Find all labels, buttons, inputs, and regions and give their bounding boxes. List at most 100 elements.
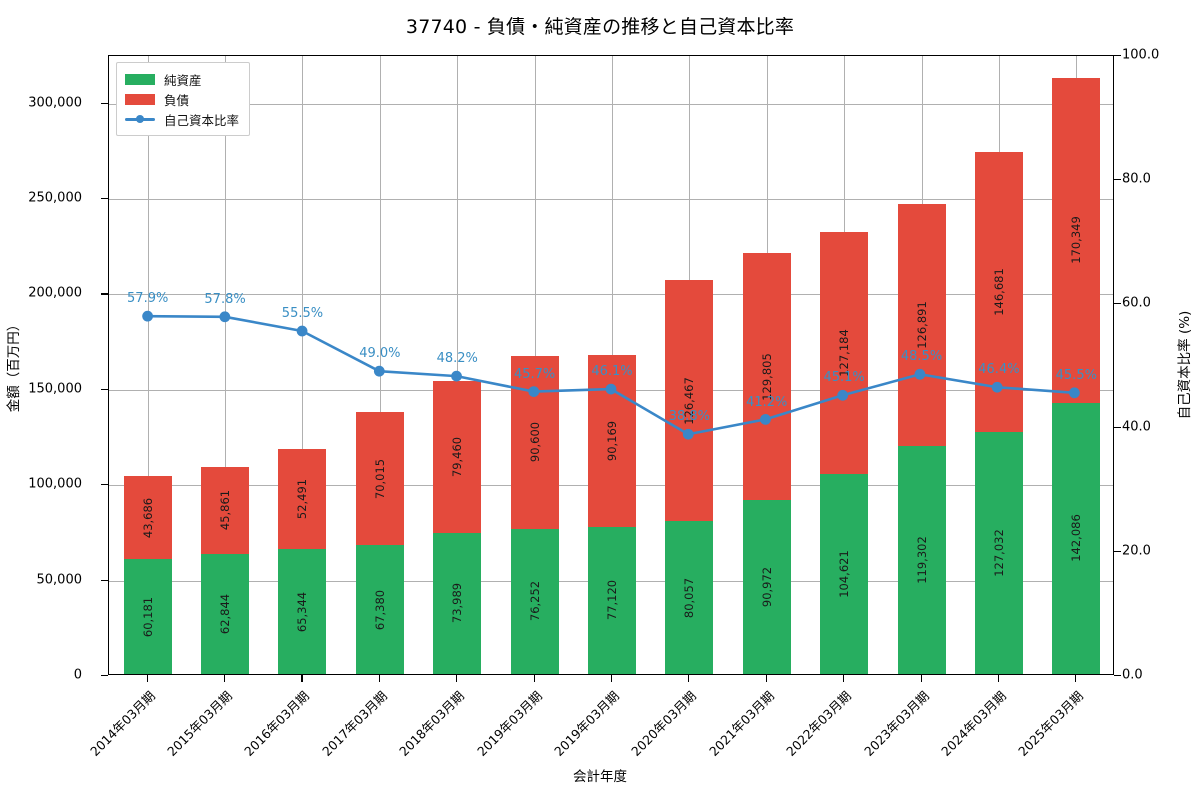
ratio-marker[interactable] bbox=[991, 381, 1003, 393]
y-axis-tick-label-right: 100.0 bbox=[1122, 47, 1160, 63]
y-axis-tickmark-left bbox=[101, 579, 108, 581]
bar-segment-liability[interactable]: 126,467 bbox=[665, 280, 714, 522]
legend-item[interactable]: 負債 bbox=[125, 89, 239, 109]
legend-color-swatch-icon bbox=[125, 73, 155, 85]
bar-segment-equity[interactable]: 104,621 bbox=[820, 474, 869, 674]
y-axis-tick-label-left: 200,000 bbox=[28, 285, 82, 301]
bar-group[interactable]: 76,252 90,600 bbox=[510, 355, 559, 674]
y-axis-tick-label-right: 80.0 bbox=[1122, 171, 1151, 187]
x-axis-tick-label: 2015年03月期 bbox=[164, 688, 236, 759]
bar-segment-equity[interactable]: 142,086 bbox=[1052, 402, 1101, 674]
bar-segment-equity[interactable]: 90,972 bbox=[742, 500, 791, 674]
ratio-marker[interactable] bbox=[528, 386, 540, 397]
bar-segment-liability[interactable]: 45,861 bbox=[201, 466, 250, 555]
bar-group[interactable]: 80,057 126,467 bbox=[665, 280, 714, 674]
x-axis-tick-label: 2016年03月期 bbox=[241, 688, 313, 759]
bar-segment-liability[interactable]: 129,805 bbox=[742, 252, 791, 501]
bar-group[interactable]: 73,989 79,460 bbox=[433, 381, 482, 674]
bar-segment-liability[interactable]: 127,184 bbox=[820, 231, 869, 475]
bar-segment-equity[interactable]: 77,120 bbox=[588, 526, 636, 674]
legend-item[interactable]: 自己資本比率 bbox=[125, 109, 239, 129]
legend-item[interactable]: 純資産 bbox=[125, 69, 239, 89]
bar-segment-equity[interactable]: 127,032 bbox=[974, 431, 1023, 674]
legend-item-label: 自己資本比率 bbox=[164, 112, 240, 128]
bar-group[interactable]: 119,302 126,891 bbox=[897, 204, 946, 674]
gridline-horizontal bbox=[109, 199, 1113, 201]
bar-segment-equity[interactable]: 60,181 bbox=[123, 559, 172, 674]
chart-title: 37740 - 負債・純資産の推移と自己資本比率 bbox=[405, 16, 795, 38]
x-axis-tickmark bbox=[1075, 675, 1077, 682]
bar-group[interactable]: 142,086 170,349 bbox=[1052, 77, 1101, 674]
x-axis-tickmark bbox=[997, 675, 1000, 682]
x-axis-tick-label: 2018年03月期 bbox=[396, 688, 468, 759]
ratio-marker[interactable] bbox=[760, 414, 771, 425]
bar-segment-liability[interactable]: 43,686 bbox=[123, 475, 172, 560]
gridline-horizontal bbox=[109, 294, 1113, 296]
x-axis-tickmark bbox=[611, 675, 613, 682]
y-axis-tickmark-left bbox=[101, 293, 108, 295]
bar-group[interactable]: 90,972 129,805 bbox=[742, 252, 791, 674]
bar-segment-equity[interactable]: 80,057 bbox=[665, 521, 714, 674]
y-axis-tick-label-left: 300,000 bbox=[28, 95, 82, 111]
legend-item-label: 純資産 bbox=[164, 72, 202, 88]
chart-legend: 純資産負債自己資本比率 bbox=[116, 62, 251, 136]
gridline-vertical bbox=[379, 56, 381, 674]
bar-segment-equity[interactable]: 65,344 bbox=[278, 549, 327, 674]
x-axis-tick-label: 2021年03月期 bbox=[705, 688, 777, 759]
bar-segment-equity[interactable]: 73,989 bbox=[433, 532, 482, 674]
bar-segment-liability[interactable]: 52,491 bbox=[278, 449, 327, 550]
ratio-polyline bbox=[146, 314, 1076, 436]
ratio-marker[interactable] bbox=[605, 383, 617, 395]
x-axis-tickmark bbox=[146, 675, 148, 682]
x-axis-tickmark bbox=[920, 675, 922, 682]
x-axis-tickmark bbox=[688, 675, 690, 682]
bar-group[interactable]: 104,621 127,184 bbox=[820, 231, 869, 674]
y-axis-tick-label-left: 100,000 bbox=[28, 476, 82, 492]
ratio-marker[interactable] bbox=[682, 428, 694, 440]
ratio-marker[interactable] bbox=[373, 365, 385, 377]
y-axis-tick-label-right: 20.0 bbox=[1122, 543, 1151, 559]
y-axis-tick-label-left: 150,000 bbox=[28, 381, 82, 397]
bar-segment-equity[interactable]: 67,380 bbox=[355, 545, 404, 674]
gridline-vertical bbox=[147, 56, 149, 674]
bar-segment-equity[interactable]: 62,844 bbox=[201, 554, 250, 674]
bar-group[interactable]: 62,844 45,861 bbox=[201, 466, 250, 674]
bar-segment-liability[interactable]: 90,169 bbox=[588, 354, 636, 527]
x-axis-tick-label: 2024年03月期 bbox=[938, 688, 1009, 759]
legend-item-label: 負債 bbox=[164, 92, 190, 108]
y-axis-tickmark-right bbox=[1114, 675, 1121, 677]
bar-segment-liability[interactable]: 126,891 bbox=[897, 204, 946, 447]
bar-segment-liability[interactable]: 170,349 bbox=[1052, 77, 1101, 403]
plot-area: 60,181 43,686 62,844 45,861 65,344 52,491 67,3… bbox=[108, 55, 1114, 675]
y-axis-tickmark-right bbox=[1114, 55, 1121, 57]
x-axis-tick-label: 2020年03月期 bbox=[628, 688, 700, 759]
gridline-vertical bbox=[302, 56, 304, 674]
ratio-marker[interactable] bbox=[296, 325, 308, 337]
x-axis-tick-label: 2019年03月期 bbox=[473, 688, 545, 759]
bar-segment-equity[interactable]: 76,252 bbox=[510, 528, 559, 674]
bar-group[interactable]: 65,344 52,491 bbox=[278, 449, 327, 674]
bar-segment-equity[interactable]: 119,302 bbox=[897, 446, 946, 674]
ratio-marker[interactable] bbox=[914, 368, 926, 380]
ratio-marker[interactable] bbox=[451, 370, 462, 382]
ratio-marker[interactable] bbox=[142, 310, 154, 322]
equity-ratio-line bbox=[142, 310, 1080, 440]
y-axis-tick-label-left: 0 bbox=[73, 667, 82, 683]
bar-group[interactable]: 77,120 90,169 bbox=[588, 354, 636, 674]
bar-segment-liability[interactable]: 90,600 bbox=[510, 355, 559, 529]
bar-group[interactable]: 60,181 43,686 bbox=[123, 475, 172, 674]
x-axis-tick-label: 2023年03月期 bbox=[860, 688, 932, 759]
ratio-marker[interactable] bbox=[1068, 387, 1080, 399]
bar-segment-liability[interactable]: 70,015 bbox=[355, 411, 404, 546]
x-axis-tickmark bbox=[224, 675, 226, 682]
ratio-marker[interactable] bbox=[219, 311, 231, 323]
x-axis-tickmark bbox=[301, 675, 303, 682]
y-axis-tick-label-left: 50,000 bbox=[36, 572, 83, 588]
bar-group[interactable]: 67,380 70,015 bbox=[355, 411, 404, 674]
ratio-marker[interactable] bbox=[837, 389, 849, 401]
x-axis-tick-label: 2022年03月期 bbox=[783, 688, 855, 759]
y-axis-tickmark-right bbox=[1114, 179, 1121, 181]
y-axis-tick-label-right: 40.0 bbox=[1122, 419, 1151, 435]
bar-segment-liability[interactable]: 79,460 bbox=[433, 381, 482, 533]
legend-line-marker-icon bbox=[125, 114, 155, 125]
